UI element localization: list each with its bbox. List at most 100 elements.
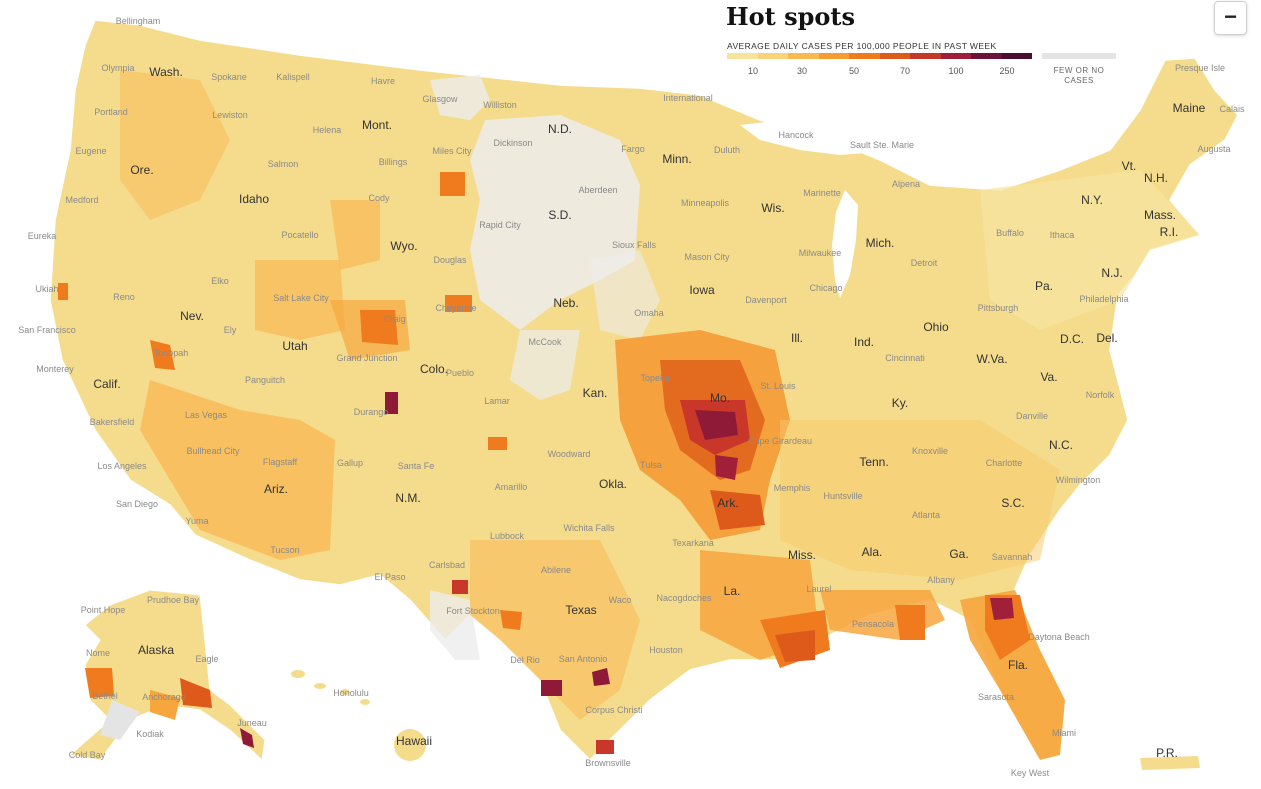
city-label: Cheyenne (435, 303, 477, 313)
city-label: Atlanta (911, 510, 941, 520)
hawaii-shape (291, 670, 426, 761)
city-label: Prudhoe Bay (146, 595, 200, 605)
city-label: Miami (1052, 728, 1076, 738)
alaska-orange (150, 690, 180, 720)
state-label: D.C. (1060, 332, 1084, 346)
city-label: Panguitch (244, 375, 286, 385)
city-label: Kalispell (276, 72, 310, 82)
state-label: Minn. (662, 152, 692, 166)
state-label: Vt. (1121, 159, 1137, 173)
city-label: Presque Isle (1174, 63, 1226, 73)
city-label: Aberdeen (578, 185, 618, 195)
legend-tick-label: 100 (948, 66, 964, 76)
city-label: Milwaukee (798, 248, 842, 258)
legend-color-scale (727, 53, 1032, 59)
legend-tick-label: 50 (848, 66, 860, 76)
legend-swatch (940, 53, 971, 59)
legend-tick-label: 30 (796, 66, 808, 76)
city-label: El Paso (374, 572, 406, 582)
city-label: Miles City (432, 146, 472, 156)
city-label: Las Vegas (184, 410, 228, 420)
city-label: Honolulu (333, 688, 369, 698)
city-label: Charlotte (985, 458, 1023, 468)
city-label: Danville (1015, 411, 1049, 421)
state-label: Va. (1040, 370, 1058, 384)
city-label: Alpena (891, 179, 921, 189)
city-label: Houston (649, 645, 683, 655)
state-label: Alaska (137, 643, 175, 657)
city-label: San Antonio (558, 654, 608, 664)
city-label: Detroit (910, 258, 938, 268)
city-label: Albany (927, 575, 955, 585)
city-label: Carlsbad (428, 560, 466, 570)
legend-ticks: 10 30 50 70 100 250 (727, 66, 1033, 78)
city-label: Savannah (991, 552, 1033, 562)
city-label: Williston (483, 100, 517, 110)
city-label: Mason City (684, 252, 730, 262)
state-label: Tenn. (859, 455, 889, 469)
city-label: Monterey (36, 364, 74, 374)
city-label: Pocatello (281, 230, 319, 240)
city-label: San Diego (115, 499, 159, 509)
state-label: Ariz. (264, 482, 288, 496)
zoom-out-button[interactable]: − (1214, 1, 1247, 35)
city-label: Reno (113, 292, 135, 302)
lake-superior (740, 118, 880, 155)
puerto-rico-shape (1140, 756, 1200, 770)
legend-swatch (757, 53, 788, 59)
city-label: Sarasota (977, 692, 1015, 702)
legend-swatch (1001, 53, 1032, 59)
state-label: P.R. (1156, 746, 1178, 760)
state-label: Ind. (853, 335, 875, 349)
state-label: Wyo. (390, 239, 418, 253)
state-label: Ark. (717, 496, 739, 510)
city-label: Wichita Falls (563, 523, 615, 533)
state-label: Ill. (791, 331, 803, 345)
state-label: N.D. (548, 122, 572, 136)
state-label: Fla. (1007, 658, 1029, 672)
city-label: Helena (312, 125, 342, 135)
state-label: Pa. (1034, 279, 1054, 293)
city-label: Corpus Christi (585, 705, 643, 715)
city-label: Salt Lake City (273, 293, 329, 303)
legend-swatch (971, 53, 1002, 59)
city-label: Tulsa (640, 460, 662, 470)
city-label: Marinette (803, 188, 841, 198)
state-label: N.H. (1144, 171, 1168, 185)
state-label: Okla. (598, 477, 628, 491)
county-overlays (58, 70, 1200, 760)
state-label: Ohio (923, 320, 949, 334)
state-label: Calif. (93, 377, 121, 391)
city-label: Philadelphia (1079, 294, 1129, 304)
city-label: Santa Fe (397, 461, 435, 471)
city-label: Ukiah (35, 284, 59, 294)
city-label: Minneapolis (680, 198, 730, 208)
city-label: Buffalo (996, 228, 1024, 238)
city-label: McCook (528, 337, 562, 347)
city-label: Juneau (237, 718, 267, 728)
state-label: Ky. (891, 396, 909, 410)
city-label: Salmon (267, 159, 299, 169)
alaska-hot-south (240, 728, 254, 748)
state-label: Mont. (361, 118, 393, 132)
state-label: Del. (1096, 331, 1118, 345)
city-label: Gallup (336, 458, 364, 468)
legend-no-data-label: FEW OR NO CASES (1053, 66, 1105, 85)
state-label: S.D. (548, 208, 572, 222)
city-label: Pueblo (445, 368, 475, 378)
city-label: Kodiak (136, 729, 164, 739)
state-label: Mich. (865, 236, 895, 250)
city-label: Bethel (92, 691, 118, 701)
city-label: Bullhead City (186, 446, 240, 456)
state-label: Ga. (949, 547, 969, 561)
state-label: Colo. (419, 362, 449, 376)
legend-swatch (910, 53, 941, 59)
state-label: N.J. (1101, 266, 1123, 280)
city-label: Amarillo (494, 482, 528, 492)
city-label: Woodward (547, 449, 591, 459)
city-label: Pittsburgh (977, 303, 1019, 313)
state-label: N.C. (1049, 438, 1073, 452)
state-label: W.Va. (976, 352, 1008, 366)
city-label: Huntsville (823, 491, 863, 501)
